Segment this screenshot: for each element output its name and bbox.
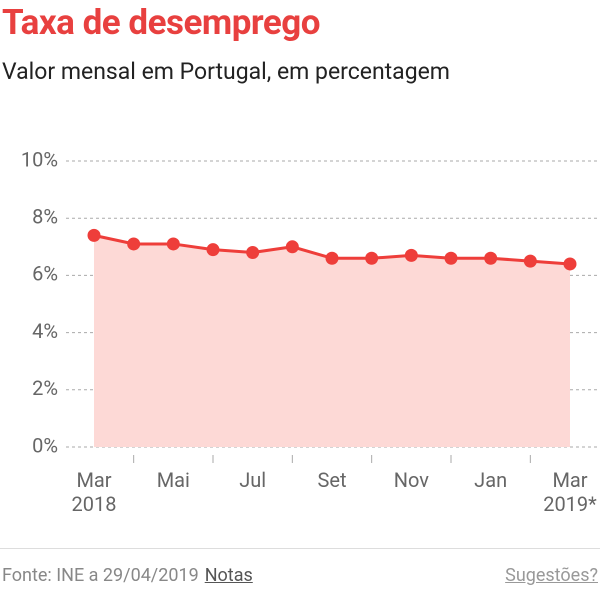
point <box>246 246 260 260</box>
source: Fonte: INE a 29/04/2019 <box>2 565 199 586</box>
point <box>166 237 180 251</box>
point <box>87 228 101 242</box>
point <box>365 251 379 265</box>
y-tick-label: 6% <box>32 262 58 286</box>
point <box>444 251 458 265</box>
point <box>404 248 418 262</box>
separator <box>0 548 600 549</box>
area <box>94 235 570 447</box>
point <box>127 237 141 251</box>
x-tick-label: Jul <box>239 468 267 492</box>
y-tick-label: 4% <box>32 319 58 343</box>
y-tick-label: 2% <box>32 376 58 400</box>
x-tick-label: Mai <box>156 468 190 492</box>
x-tick-label: Nov <box>393 468 429 492</box>
point <box>206 243 220 257</box>
x-tick-label: Jan <box>474 468 508 492</box>
y-tick-label: 0% <box>32 433 58 457</box>
point <box>523 254 537 268</box>
point <box>285 240 299 254</box>
x-tick-label: Mar 2019* <box>543 468 597 516</box>
point <box>484 251 498 265</box>
footer: Fonte: INE a 29/04/2019 Notas <box>2 565 253 586</box>
y-tick-label: 10% <box>21 147 58 171</box>
notes-link[interactable]: Notas <box>204 565 253 586</box>
point <box>563 257 577 271</box>
x-tick-label: Mar 2018 <box>71 468 117 516</box>
chart: 0% 2% 4% 6% 8% 10% <box>21 147 600 463</box>
x-tick-label: Set <box>317 468 347 492</box>
suggestions-link[interactable]: Sugestões? <box>505 565 598 586</box>
y-tick-label: 8% <box>32 204 58 228</box>
title: Taxa de desemprego <box>2 2 321 43</box>
point <box>325 251 339 265</box>
subtitle: Valor mensal em Portugal, em percentagem <box>2 58 450 85</box>
